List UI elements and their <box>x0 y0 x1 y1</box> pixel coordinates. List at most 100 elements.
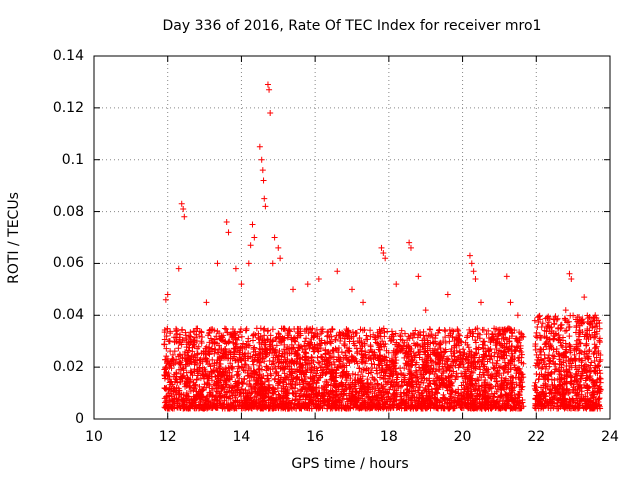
data-point <box>406 239 413 246</box>
data-point <box>495 350 502 357</box>
data-point <box>449 333 456 340</box>
data-point <box>162 296 169 303</box>
data-point <box>483 331 490 338</box>
data-point <box>597 375 604 382</box>
data-point <box>397 332 404 339</box>
data-point <box>224 329 231 336</box>
data-point <box>304 281 311 288</box>
data-point <box>227 360 234 367</box>
data-point <box>516 347 523 354</box>
data-point <box>374 370 381 377</box>
data-point <box>269 326 276 333</box>
data-point <box>214 260 221 267</box>
data-point <box>245 260 252 267</box>
data-point <box>223 326 230 333</box>
data-point <box>472 380 479 387</box>
data-point <box>175 345 182 352</box>
data-point <box>415 273 422 280</box>
data-point <box>223 394 230 401</box>
data-point <box>270 354 277 361</box>
data-point <box>542 340 549 347</box>
data-point <box>190 328 197 335</box>
data-point <box>267 110 274 117</box>
data-point <box>566 333 573 340</box>
data-point <box>245 372 252 379</box>
grid-lines <box>94 56 610 419</box>
data-point <box>247 242 254 249</box>
data-point <box>275 330 282 337</box>
data-point <box>271 376 278 383</box>
data-point <box>163 353 170 360</box>
data-point <box>209 356 216 363</box>
data-point <box>480 338 487 345</box>
data-point <box>199 334 206 341</box>
data-point <box>380 250 387 257</box>
data-point <box>236 365 243 372</box>
x-tick-label: 12 <box>158 429 177 445</box>
x-tick-label: 18 <box>379 429 398 445</box>
data-point <box>315 275 322 282</box>
data-point <box>239 364 246 371</box>
data-point <box>468 260 475 267</box>
data-point <box>588 359 595 366</box>
data-point <box>507 299 514 306</box>
data-point <box>264 364 271 371</box>
data-point <box>383 347 390 354</box>
data-point <box>194 357 201 364</box>
data-point <box>261 332 268 339</box>
data-point <box>349 286 355 293</box>
data-point <box>491 349 498 356</box>
data-point <box>401 330 408 337</box>
data-point <box>503 273 510 280</box>
data-point <box>458 382 465 389</box>
data-point <box>258 156 265 163</box>
data-point <box>597 370 604 377</box>
data-point <box>394 371 401 378</box>
data-point <box>583 342 590 349</box>
data-point <box>234 372 241 379</box>
data-point <box>175 265 182 272</box>
data-point <box>442 328 449 335</box>
data-point <box>262 203 269 210</box>
data-point <box>503 391 510 398</box>
data-point <box>478 299 484 306</box>
data-point <box>444 291 451 298</box>
data-point <box>161 336 168 343</box>
data-point <box>288 381 295 388</box>
y-tick-label: 0.06 <box>52 255 84 272</box>
data-point <box>475 377 482 384</box>
x-axis-label: GPS time / hours <box>291 456 409 472</box>
data-point <box>275 244 282 251</box>
data-point <box>378 244 385 251</box>
data-point <box>281 346 288 353</box>
x-tick-label: 10 <box>85 429 103 445</box>
y-axis-label: ROTI / TECUs <box>6 192 22 284</box>
x-tick-label: 20 <box>453 429 472 445</box>
data-point <box>368 360 375 367</box>
data-point <box>370 375 377 382</box>
data-point <box>232 265 239 272</box>
data-point <box>456 361 463 368</box>
data-point <box>163 345 170 352</box>
data-point <box>277 255 284 262</box>
data-point <box>261 195 268 202</box>
data-point <box>532 379 539 386</box>
data-point <box>452 376 459 383</box>
data-point <box>176 358 183 365</box>
data-point <box>240 340 247 347</box>
data-point <box>352 371 359 378</box>
data-point <box>414 334 421 341</box>
data-point <box>472 275 479 282</box>
data-point <box>242 327 249 334</box>
data-point <box>550 336 557 343</box>
data-point <box>379 384 386 391</box>
data-point <box>197 375 204 382</box>
data-point <box>275 359 282 366</box>
data-point <box>371 377 378 384</box>
data-point <box>534 324 541 331</box>
data-point <box>562 307 569 314</box>
data-point <box>488 382 495 389</box>
data-point <box>470 268 477 275</box>
data-point <box>536 313 543 320</box>
